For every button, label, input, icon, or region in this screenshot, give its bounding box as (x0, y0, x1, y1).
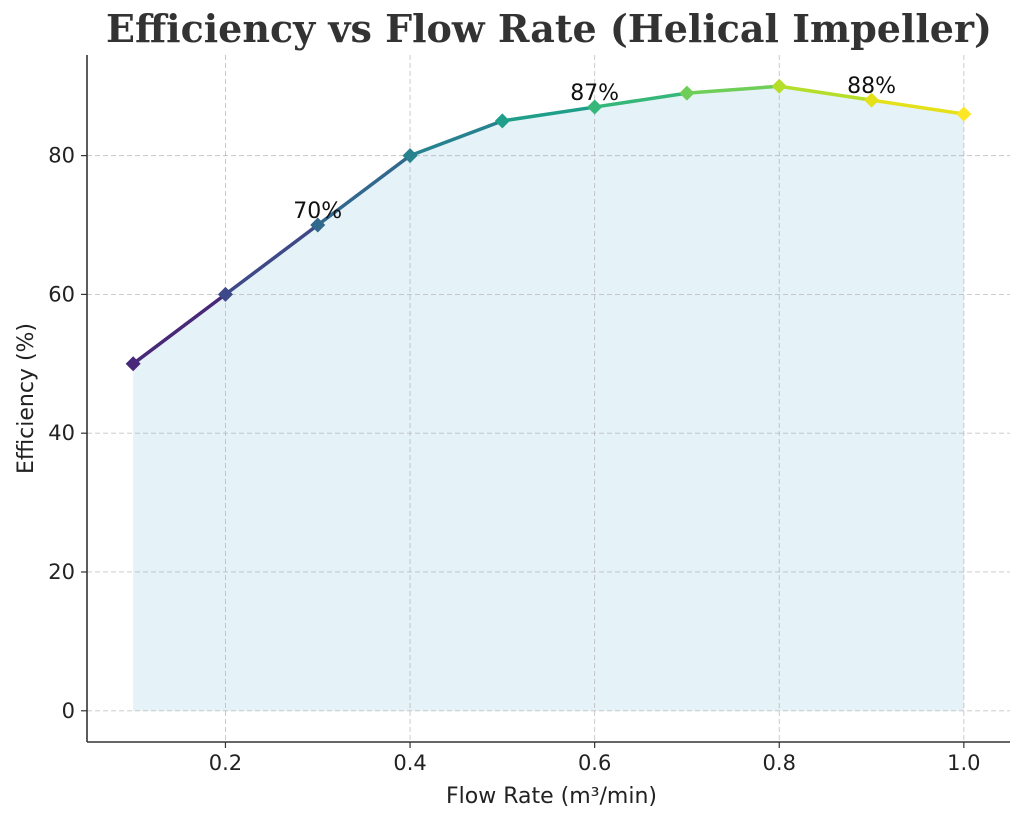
data-point (956, 106, 972, 122)
line-segment (223, 223, 320, 297)
data-point (679, 85, 695, 101)
data-label: 70% (293, 199, 342, 224)
x-tick-label: 0.2 (209, 751, 242, 775)
data-point (402, 148, 418, 164)
x-tick-label: 1.0 (947, 751, 980, 775)
line-segment (777, 84, 874, 102)
y-tick-label: 0 (62, 699, 75, 723)
chart-title: Efficiency vs Flow Rate (Helical Impelle… (106, 6, 992, 51)
line-segment (500, 105, 597, 123)
line-segment (592, 91, 689, 109)
y-tick-label: 60 (48, 282, 75, 306)
data-label: 88% (847, 74, 896, 99)
x-tick-label: 0.8 (763, 751, 796, 775)
y-tick-label: 20 (48, 560, 75, 584)
data-point (771, 78, 787, 94)
area-fill (133, 86, 964, 711)
y-tick-label: 80 (48, 144, 75, 168)
x-tick-label: 0.4 (393, 751, 426, 775)
data-point (864, 92, 880, 108)
y-tick-label: 40 (48, 421, 75, 445)
data-point (310, 217, 326, 233)
line-segment (685, 84, 781, 95)
data-point (217, 286, 233, 302)
x-axis-label: Flow Rate (m³/min) (446, 784, 657, 809)
line-segment (408, 119, 505, 158)
line-segment (131, 292, 228, 366)
data-label: 87% (570, 81, 619, 106)
data-point (125, 356, 141, 372)
line-segment (869, 98, 966, 116)
y-axis-label: Efficiency (%) (14, 323, 39, 474)
data-point (494, 113, 510, 129)
x-tick-label: 0.6 (578, 751, 611, 775)
line-segment (316, 153, 412, 227)
data-point (587, 99, 603, 115)
